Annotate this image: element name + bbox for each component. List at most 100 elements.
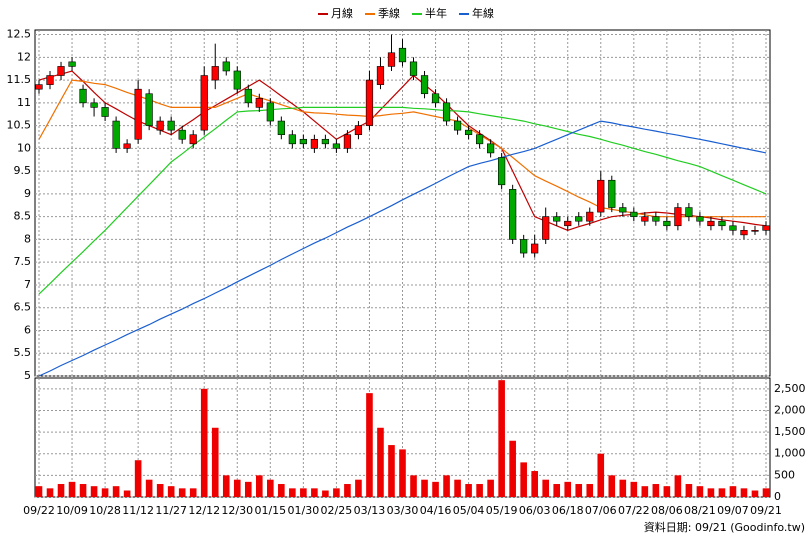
x-tick-label: 05/04 [453,504,485,517]
volume-bar [167,486,175,497]
candle-body [431,93,440,104]
volume-bar [696,486,704,497]
volume-bar [278,484,285,497]
x-tick-label: 08/06 [651,504,683,517]
volume-bar [421,479,428,497]
volume-bar [663,486,671,497]
volume-bar [46,488,54,497]
volume-tick-label: 500 [774,468,795,481]
volume-bar [200,388,208,497]
legend-label: 月線 [331,6,353,20]
candle-body [101,107,109,117]
volume-bar [244,481,252,497]
volume-bar [322,490,329,497]
legend-label: 半年 [425,6,447,20]
volume-bar [520,462,527,497]
candle-body [663,220,671,227]
volume-tick-label: 1,000 [774,447,806,460]
candle-body [740,230,748,236]
volume-bar [255,475,263,497]
candle-body [652,216,660,222]
volume-bar [344,484,351,497]
volume-bar [112,486,120,497]
volume-bar [454,479,461,497]
candle-body [376,66,385,85]
volume-bar [465,484,472,497]
candle-body [464,129,473,136]
legend-label: 年線 [472,6,494,20]
x-tick-label: 08/21 [684,504,716,517]
volume-bar [399,449,406,497]
candle-body [123,143,131,149]
x-tick-label: 09/22 [23,504,55,517]
x-tick-label: 06/03 [519,504,551,517]
candle-body [729,225,737,231]
candle-body [509,189,517,240]
candle-body [244,88,252,104]
candle-body [696,216,704,222]
x-tick-label: 03/30 [387,504,419,517]
volume-bar [79,484,87,497]
candle-body [288,134,296,145]
volume-bar [476,484,483,497]
candle-body [266,102,274,122]
y-tick-label: 6.5 [14,301,32,314]
volume-tick-label: 0 [774,490,781,503]
candle-body [553,216,561,222]
volume-bar [531,471,538,497]
candle-body [453,120,462,131]
x-tick-label: 02/25 [321,504,353,517]
volume-bar [751,490,759,497]
y-tick-label: 11 [17,96,31,109]
y-tick-label: 12 [17,50,31,63]
volume-bar [707,488,715,497]
x-tick-label: 01/15 [254,504,286,517]
volume-bar [630,481,638,497]
volume-bar [652,484,660,497]
volume-bar [101,488,109,497]
y-tick-label: 9.5 [14,164,32,177]
volume-bar [509,440,516,497]
volume-tick-label: 1,500 [774,425,806,438]
candle-body [156,120,164,131]
candle-body [564,220,572,227]
candle-body [476,134,484,145]
x-tick-label: 10/09 [56,504,88,517]
candle-body [641,216,649,222]
volume-bar [222,475,230,497]
candle-body [619,207,627,213]
volume-bar [608,475,616,497]
candle-body [211,66,219,81]
candle-body [343,134,352,149]
candle-body [520,239,528,254]
y-tick-label: 11.5 [7,73,32,86]
volume-bar [123,490,131,497]
candle-body [674,207,682,227]
candle-body [365,79,374,126]
candle-body [707,220,715,227]
volume-bar [377,427,384,497]
volume-tick-label: 2,000 [774,403,806,416]
source: 資料日期: 09/21 (Goodinfo.tw) [644,520,805,534]
volume-bar [718,488,726,497]
volume-bar [443,475,450,497]
candle-body [57,66,65,76]
candle-body [597,179,605,213]
volume-bar [553,484,561,497]
candle-body [762,225,770,231]
candle-body [46,75,54,85]
volume-bar [575,484,583,497]
candle-body [167,120,175,131]
y-tick-label: 7 [24,278,31,291]
candle-body [685,207,693,217]
y-tick-label: 7.5 [14,255,32,268]
volume-bar [619,479,627,497]
y-tick-label: 10.5 [7,119,32,132]
candle-body [409,61,418,76]
x-tick-label: 04/16 [420,504,452,517]
candle-body [575,216,583,222]
volume-bar [542,479,550,497]
candle-body [79,88,87,104]
ma-line [38,120,767,377]
